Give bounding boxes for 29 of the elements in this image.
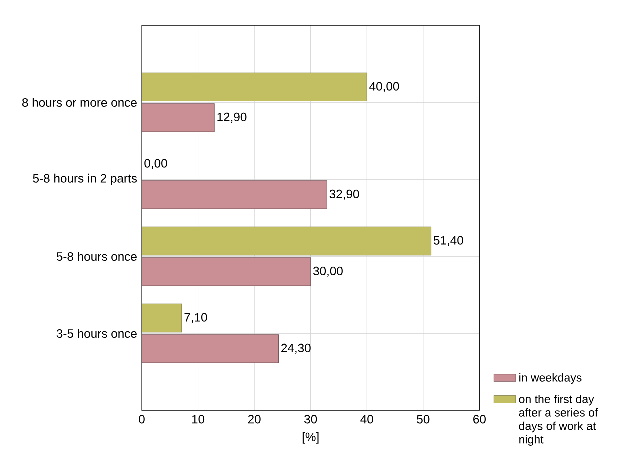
- x-tick-label: 40: [360, 415, 374, 424]
- bar: [142, 227, 432, 256]
- y-tick-label: 8 hours or more once: [22, 98, 137, 108]
- data-label: 12,90: [218, 113, 247, 124]
- x-tick-label: 20: [248, 415, 261, 424]
- bar: [142, 73, 368, 102]
- bar: [142, 180, 328, 210]
- y-tick-label: 3-5 hours once: [56, 329, 137, 338]
- data-label: 7,10: [184, 313, 208, 324]
- data-label: 40,00: [370, 82, 400, 92]
- bar: [142, 304, 182, 333]
- legend-label: on the first day after a series of days of work at night: [519, 395, 598, 446]
- bar: [142, 258, 312, 286]
- x-tick-label: 10: [192, 415, 205, 424]
- data-label: 51,40: [434, 236, 464, 246]
- bar: [142, 104, 215, 132]
- x-tick-label: 60: [474, 415, 486, 424]
- x-axis-title: [%]: [302, 432, 319, 444]
- data-label: 32,90: [330, 190, 360, 200]
- x-tick-label: 50: [417, 415, 430, 424]
- data-label: 30,00: [313, 267, 343, 278]
- legend-label: in weekdays: [520, 374, 582, 384]
- y-tick-label: 5-8 hours once: [56, 252, 137, 262]
- y-tick-label: 5-8 hours in 2 parts: [33, 174, 138, 186]
- x-tick-label: 30: [304, 415, 318, 424]
- data-label: 0,00: [144, 159, 168, 170]
- bar: [142, 334, 280, 364]
- x-tick-label: 0: [139, 415, 145, 424]
- data-label: 24,30: [282, 344, 311, 354]
